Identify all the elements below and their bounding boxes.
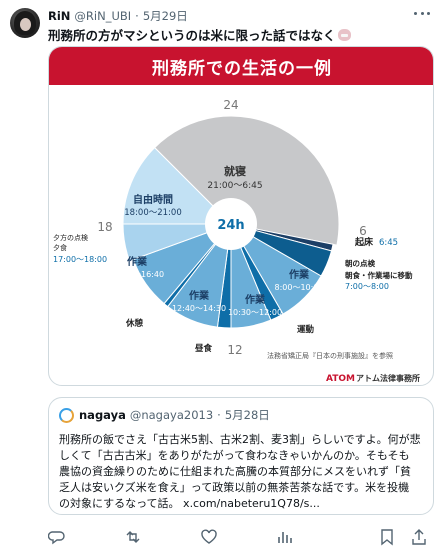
segment-time: 18:00〜21:00: [124, 208, 182, 218]
crying-face-icon: [337, 28, 351, 41]
retweet-icon[interactable]: [124, 528, 142, 546]
segment-time: 8:00〜10:00: [274, 283, 323, 292]
more-options-icon[interactable]: [412, 6, 432, 20]
infographic-banner: 刑務所での生活の一例: [49, 47, 433, 85]
quoted-text-line: の対象にするなって話。 x.com/nabeteru1Q78/s...: [59, 497, 320, 510]
source-note: 法務省矯正局『日本の刑事施設』を参照: [267, 351, 393, 360]
chart-slice-0: [153, 115, 340, 246]
separator-dot: ·: [135, 9, 139, 23]
tweet-body: 刑務所の方がマシというのは米に限った話ではなく: [48, 28, 336, 43]
credit-name: アトム法律事務所: [356, 373, 420, 383]
segment-label: 朝食・作業場に移動: [345, 270, 413, 280]
segment-time: 10:30〜12:00: [228, 308, 282, 317]
tweet-date[interactable]: 5月29日: [142, 9, 188, 23]
reply-icon[interactable]: [48, 528, 66, 546]
clock-label-6: 6: [359, 224, 367, 238]
segment-label: 朝の点検: [345, 258, 375, 268]
segment-label: 夕食: [53, 243, 67, 252]
segment-label: 夕方の点検: [53, 233, 88, 242]
avatar-face: [20, 18, 31, 31]
chart-slice-11: [122, 146, 233, 225]
author-handle[interactable]: @RiN_UBI: [74, 9, 132, 23]
author-name[interactable]: RiN: [48, 9, 71, 23]
segment-time: 21:00〜6:45: [207, 181, 262, 191]
quoted-author-avatar[interactable]: [59, 407, 74, 423]
share-icon[interactable]: [410, 528, 428, 546]
quoted-text-line: 刑務所の飯でさえ「古古米5割、古米2割、麦3割」らしいですよ。何が悲: [59, 433, 421, 446]
infographic-title: 刑務所での生活の一例: [152, 58, 332, 79]
segment-label: 運動: [297, 324, 315, 335]
segment-time: 17:00〜18:00: [53, 255, 107, 264]
author-avatar[interactable]: [10, 8, 40, 38]
quoted-text-line: 農協の資金繰りのために仕組まれた高騰の本質部分にメスをいれず「貧: [59, 465, 411, 478]
tweet-image[interactable]: 刑務所での生活の一例 24h 24 6 12 18 就寝 21:00〜6:45 自由時間 18…: [48, 46, 434, 386]
segment-label: 作業: [289, 268, 310, 281]
segment-label: 昼食: [194, 343, 213, 354]
bookmark-icon[interactable]: [378, 528, 396, 546]
segment-time: 6:45: [379, 238, 398, 248]
quoted-tweet-date[interactable]: 5月28日: [224, 408, 270, 422]
segment-time: 7:00〜8:00: [345, 282, 389, 291]
quoted-text-line: しくて「古古古米」をありがたがって食わなきゃいかんのか。そもそも: [59, 449, 410, 462]
quoted-tweet-header: nagaya @nagaya2013 · 5月28日: [59, 407, 270, 423]
center-label: 24h: [217, 218, 244, 233]
clock-label-12: 12: [227, 343, 242, 357]
clock-label-18: 18: [97, 220, 112, 234]
segment-label: 起床: [354, 236, 374, 248]
clock-label-24: 24: [223, 98, 238, 112]
separator-dot: ·: [217, 408, 221, 422]
tweet-actions: [48, 528, 428, 546]
segment-label: 作業: [189, 289, 210, 302]
segment-label: 休憩: [125, 318, 144, 329]
segment-time: 14:40〜16:40: [110, 270, 164, 279]
tweet-text: 刑務所の方がマシというのは米に限った話ではなく: [48, 25, 351, 44]
quoted-author-name[interactable]: nagaya: [79, 408, 126, 422]
segment-time: 12:40〜14:30: [172, 304, 226, 313]
quoted-author-handle[interactable]: @nagaya2013: [129, 408, 214, 422]
like-icon[interactable]: [200, 528, 218, 546]
segment-label: 作業: [245, 293, 266, 306]
segment-label: 就寝: [224, 164, 246, 178]
tweet-header: RiN @RiN_UBI · 5月29日: [48, 8, 188, 24]
chart-center-circle: [205, 198, 257, 250]
credit-brand: ATOM: [326, 374, 355, 384]
segment-label: 自由時間: [133, 193, 173, 206]
quoted-tweet[interactable]: nagaya @nagaya2013 · 5月28日 刑務所の飯でさえ「古古米5…: [48, 397, 434, 515]
segment-label: 作業: [127, 255, 148, 268]
quoted-text-line: 乏人は安いクズ米を食え」って政策以前の無茶苦茶な話です。米を投機: [59, 481, 410, 494]
views-icon[interactable]: [276, 528, 294, 546]
daily-schedule-chart: 24h 24 6 12 18 就寝 21:00〜6:45 自由時間 18:00〜21:00 夕方…: [53, 98, 420, 384]
